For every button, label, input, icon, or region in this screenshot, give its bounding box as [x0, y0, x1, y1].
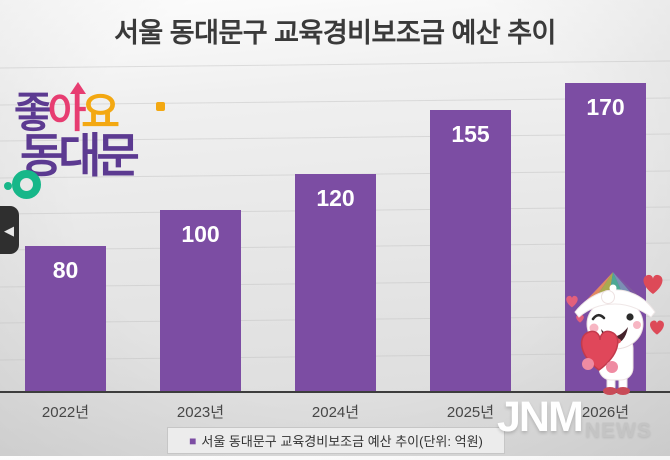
logo-teal-dot-icon — [4, 182, 12, 190]
mascot-eye — [626, 313, 634, 321]
mascot-pom — [601, 290, 615, 304]
floating-heart-icon — [566, 295, 578, 308]
bar-2023년: 100 — [160, 210, 241, 392]
x-axis-label: 2024년 — [311, 404, 360, 421]
logo-triangle-icon — [70, 82, 86, 94]
x-axis-label: 2025년 — [446, 404, 495, 421]
legend-marker-icon: ■ — [189, 433, 197, 448]
mascot-mitten — [606, 361, 618, 373]
logo-char: 좋 — [14, 89, 53, 136]
x-axis-label: 2023년 — [176, 404, 225, 421]
mascot-cheek — [633, 321, 641, 329]
floating-heart-icon — [650, 320, 664, 335]
page-title: 서울 동대문구 교육경비보조금 예산 추이 — [114, 18, 556, 48]
bar-value-label: 100 — [181, 221, 220, 247]
mascot-cheek — [589, 323, 599, 333]
bar-value-label: 155 — [451, 120, 490, 147]
x-axis-line — [0, 391, 670, 393]
mascot-pom-small — [609, 284, 617, 292]
bar-2025년: 155 — [430, 109, 511, 392]
legend-label: 서울 동대문구 교육경비보조금 예산 추이(단위: 억원) — [201, 434, 483, 449]
floating-heart-icon — [643, 274, 663, 294]
logo-square-dot-icon — [156, 102, 165, 111]
left-arrow-icon: ◀ — [4, 222, 14, 238]
bar-value-label: 120 — [316, 184, 355, 211]
johayo-dongdaemun-logo: 좋아요 동대문 — [4, 82, 198, 199]
bar-2024년: 120 — [295, 173, 376, 392]
previous-slide-button[interactable]: ◀ — [0, 206, 19, 254]
bar-value-label: 80 — [52, 257, 79, 284]
x-axis-label: 2022년 — [41, 404, 90, 421]
mascot-mitten — [582, 358, 594, 370]
mascot-illustration — [566, 272, 664, 395]
bar-2022년: 80 — [25, 246, 106, 392]
logo-donut-circle-icon — [12, 170, 41, 199]
logo-word-dongdaemun: 동대문 — [20, 129, 140, 182]
mascot-shoe — [603, 387, 617, 395]
mascot-rainbow-hat — [574, 272, 656, 318]
x-axis-label: 2026년 — [581, 404, 630, 421]
logo-word-johayo: 좋아요 — [14, 89, 120, 136]
bar-value-label: 170 — [586, 93, 625, 120]
mascot-shoe — [616, 387, 630, 395]
mascot-wink-eye — [591, 313, 606, 321]
logo-char: 요 — [81, 89, 120, 136]
logo-char: 아 — [47, 89, 87, 136]
chart-legend: ■ 서울 동대문구 교육경비보조금 예산 추이(단위: 억원) — [167, 427, 505, 454]
